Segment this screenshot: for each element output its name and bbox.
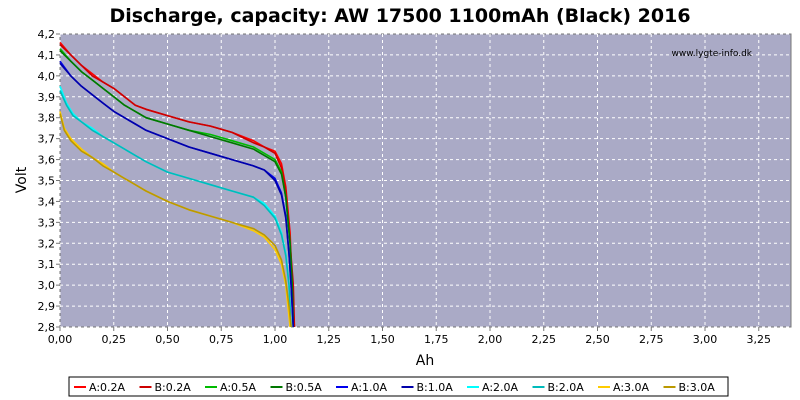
x-tick-label: 1,75 — [424, 333, 449, 346]
legend-label: B:0.2A — [155, 381, 192, 394]
watermark: www.lygte-info.dk — [672, 49, 753, 59]
y-tick-label: 2,9 — [38, 300, 56, 313]
x-tick-label: 2,25 — [532, 333, 557, 346]
x-axis-ticks: 0,00 0,25 0,50 0,75 1,00 1,25 1,50 1,75 2,00 2,25… — [48, 327, 771, 346]
legend-label: A:2.0A — [482, 381, 519, 394]
x-tick-label: 2,50 — [585, 333, 610, 346]
y-tick-label: 4,1 — [38, 49, 56, 62]
x-tick-label: 0,50 — [155, 333, 180, 346]
y-tick-label: 3,8 — [38, 112, 56, 125]
x-tick-label: 0,75 — [209, 333, 234, 346]
legend-label: A:0.5A — [220, 381, 257, 394]
chart-title: Discharge, capacity: AW 17500 1100mAh (B… — [109, 5, 690, 27]
legend-label: A:0.2A — [89, 381, 126, 394]
legend-label: B:3.0A — [679, 381, 716, 394]
y-tick-label: 3,3 — [38, 216, 56, 229]
y-tick-label: 3,1 — [38, 258, 56, 271]
y-axis-ticks: 2,8 2,9 3,0 3,1 3,2 3,3 3,4 3,5 3,6 3,7 3,8 3,9 4,0 4… — [38, 28, 60, 334]
x-axis-label: Ah — [416, 353, 434, 369]
y-tick-label: 4,2 — [38, 28, 56, 41]
y-tick-label: 3,7 — [38, 133, 56, 146]
y-tick-label: 3,5 — [38, 175, 56, 188]
legend-label: B:1.0A — [417, 381, 454, 394]
y-tick-label: 2,8 — [38, 321, 56, 334]
x-tick-label: 0,00 — [48, 333, 73, 346]
x-tick-label: 3,00 — [693, 333, 718, 346]
y-tick-label: 3,2 — [38, 237, 56, 250]
x-tick-label: 1,25 — [317, 333, 342, 346]
legend-label: B:0.5A — [286, 381, 323, 394]
y-axis-label: Volt — [14, 166, 30, 193]
series-lines — [59, 41, 296, 328]
x-tick-label: 1,00 — [263, 333, 288, 346]
x-tick-label: 0,25 — [102, 333, 127, 346]
legend-box — [68, 376, 729, 397]
x-tick-label: 3,25 — [747, 333, 772, 346]
legend-label: A:3.0A — [613, 381, 650, 394]
x-tick-label: 1,50 — [370, 333, 395, 346]
series-line-2 — [59, 43, 296, 328]
series-line-4 — [59, 50, 295, 328]
series-line-10 — [59, 113, 292, 328]
series-line-6 — [59, 62, 295, 328]
x-tick-label: 2,75 — [639, 333, 664, 346]
y-tick-label: 3,4 — [38, 195, 56, 208]
series-line-8 — [59, 90, 292, 328]
grid-lines — [59, 33, 791, 328]
legend-label: A:1.0A — [351, 381, 388, 394]
y-tick-label: 4,0 — [38, 70, 56, 83]
legend: A:0.2A B:0.2A A:0.5A B:0.5A A:1.0A B:1.0A A:2.… — [74, 381, 715, 394]
y-tick-label: 3,9 — [38, 91, 56, 104]
y-tick-label: 3,6 — [38, 154, 56, 167]
legend-label: B:2.0A — [548, 381, 585, 394]
y-tick-label: 3,0 — [38, 279, 56, 292]
x-tick-label: 2,00 — [478, 333, 503, 346]
